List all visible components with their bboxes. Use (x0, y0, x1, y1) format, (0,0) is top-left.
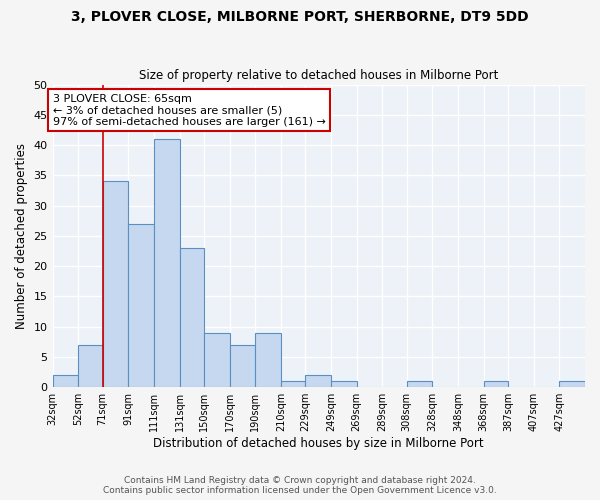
Text: 3, PLOVER CLOSE, MILBORNE PORT, SHERBORNE, DT9 5DD: 3, PLOVER CLOSE, MILBORNE PORT, SHERBORN… (71, 10, 529, 24)
Bar (331, 381, 356, 387)
Bar (305, 375, 331, 387)
Bar (53, 375, 78, 387)
Bar (103, 182, 128, 387)
Bar (78, 345, 103, 387)
Bar (484, 381, 508, 387)
Y-axis label: Number of detached properties: Number of detached properties (15, 143, 28, 329)
Bar (204, 332, 230, 387)
Bar (179, 248, 204, 387)
Text: Contains HM Land Registry data © Crown copyright and database right 2024.
Contai: Contains HM Land Registry data © Crown c… (103, 476, 497, 495)
Bar (128, 224, 154, 387)
Bar (281, 381, 305, 387)
X-axis label: Distribution of detached houses by size in Milborne Port: Distribution of detached houses by size … (154, 437, 484, 450)
Bar (559, 381, 585, 387)
Bar (154, 139, 179, 387)
Bar (407, 381, 433, 387)
Text: 3 PLOVER CLOSE: 65sqm
← 3% of detached houses are smaller (5)
97% of semi-detach: 3 PLOVER CLOSE: 65sqm ← 3% of detached h… (53, 94, 325, 127)
Title: Size of property relative to detached houses in Milborne Port: Size of property relative to detached ho… (139, 69, 499, 82)
Bar (255, 332, 281, 387)
Bar (230, 345, 255, 387)
